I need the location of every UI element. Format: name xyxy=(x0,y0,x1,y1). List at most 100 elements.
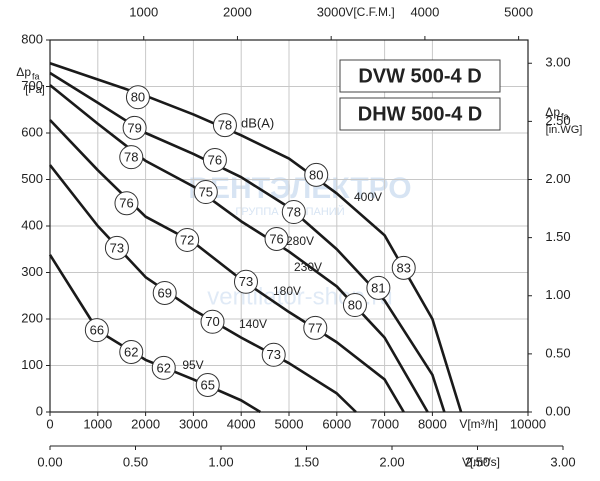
x3-tick-label: 0.00 xyxy=(37,454,62,469)
y-axis-label-unit: [in.WG] xyxy=(546,124,583,136)
x-tick-label: 8000 xyxy=(418,416,447,431)
sound-level-label: 78 xyxy=(218,118,232,133)
sound-level-marker xyxy=(281,200,306,225)
sound-level-marker xyxy=(261,342,286,367)
sound-level-label: 80 xyxy=(131,90,145,105)
x3-tick-label: 2.50 xyxy=(465,454,490,469)
sound-level-label: 69 xyxy=(157,285,171,300)
sound-level-marker xyxy=(391,255,416,280)
sound-level-label: 76 xyxy=(208,152,222,167)
y-tick-label: 200 xyxy=(21,310,43,325)
series-label: 400V xyxy=(354,190,382,204)
sound-level-label: 80 xyxy=(348,297,362,312)
x2-tick-label: 4000 xyxy=(410,4,439,19)
sound-level-label: 81 xyxy=(371,280,385,295)
sound-level-marker xyxy=(125,85,150,110)
sound-level-marker xyxy=(104,235,129,260)
y-tick-label: 100 xyxy=(21,357,43,372)
sound-level-label: 78 xyxy=(287,204,301,219)
series-label: 230V xyxy=(294,260,322,274)
sound-level-label: 75 xyxy=(199,184,213,199)
x-tick-label: 10000 xyxy=(510,416,546,431)
series-label: 95V xyxy=(182,358,203,372)
sound-level-label: 79 xyxy=(127,120,141,135)
x2-tick-label: 5000 xyxy=(504,4,533,19)
x-tick-label: 2000 xyxy=(131,416,160,431)
y-tick-label: 600 xyxy=(21,124,43,139)
model-box xyxy=(339,97,501,131)
x-tick-label: 7000 xyxy=(370,416,399,431)
x3-axis-label: V[m³/s] xyxy=(462,455,500,469)
sound-level-label: 78 xyxy=(124,150,138,165)
x-tick-label: 3000 xyxy=(179,416,208,431)
sound-level-label: 73 xyxy=(266,347,280,362)
x2-axis-label: V[C.F.M.] xyxy=(345,5,394,19)
sound-level-label: 72 xyxy=(180,232,194,247)
sound-level-marker xyxy=(264,227,289,252)
sound-level-marker xyxy=(202,147,227,172)
fan-curve xyxy=(49,71,446,413)
sound-level-marker xyxy=(195,373,220,398)
y-tick-label: 400 xyxy=(21,217,43,232)
series-label: 140V xyxy=(239,317,267,331)
sound-level-label: 80 xyxy=(309,167,323,182)
plot-frame xyxy=(49,39,529,413)
sound-level-marker xyxy=(212,113,237,138)
y2-tick-label: 3.00 xyxy=(545,55,570,70)
sound-level-label: 62 xyxy=(157,360,171,375)
y-axis-label-sub: fa xyxy=(561,111,569,121)
sound-level-label: 65 xyxy=(201,377,215,392)
x3-tick-label: 1.00 xyxy=(208,454,233,469)
model-box xyxy=(339,59,501,93)
sound-level-label: 83 xyxy=(396,260,410,275)
sound-level-marker xyxy=(114,191,139,216)
sound-level-marker xyxy=(303,315,328,340)
x-tick-label: 1000 xyxy=(83,416,112,431)
y2-tick-label: 2.50 xyxy=(545,113,570,128)
x2-tick-label: 2000 xyxy=(223,4,252,19)
y-axis-label: Δp xyxy=(545,105,560,119)
sound-level-marker xyxy=(152,280,177,305)
sound-level-marker xyxy=(200,309,225,334)
y-tick-label: 700 xyxy=(21,78,43,93)
y-axis-label: Δp xyxy=(16,65,31,79)
x2-tick-label: 3000 xyxy=(317,4,346,19)
sound-level-marker xyxy=(193,180,218,205)
y-tick-label: 800 xyxy=(21,31,43,46)
sound-level-marker xyxy=(366,275,391,300)
watermark-text: ВЕНТЭЛЕКТРО xyxy=(188,172,411,205)
model-name: DHW 500-4 D xyxy=(358,103,482,125)
y2-tick-label: 0.50 xyxy=(545,345,570,360)
model-name: DVW 500-4 D xyxy=(358,65,481,87)
y-tick-label: 0 xyxy=(36,403,43,418)
y2-tick-label: 1.50 xyxy=(545,229,570,244)
x3-tick-label: 0.50 xyxy=(123,454,148,469)
sound-level-marker xyxy=(304,162,329,187)
sound-level-label: 73 xyxy=(110,240,124,255)
x-tick-label: 0 xyxy=(46,416,53,431)
series-label: 180V xyxy=(273,284,301,298)
annotation: dB(A) xyxy=(241,115,274,130)
x2-tick-label: 1000 xyxy=(129,4,158,19)
x-tick-label: 5000 xyxy=(275,416,304,431)
x3-tick-label: 3.00 xyxy=(550,454,575,469)
y2-tick-label: 0.00 xyxy=(545,403,570,418)
sound-level-marker xyxy=(119,340,144,365)
y-axis-label-sub: fa xyxy=(32,71,40,81)
sound-level-marker xyxy=(151,355,176,380)
x-tick-label: 4000 xyxy=(227,416,256,431)
y2-tick-label: 2.00 xyxy=(545,171,570,186)
sound-level-label: 62 xyxy=(124,344,138,359)
fan-curve xyxy=(49,84,429,413)
sound-level-marker xyxy=(84,318,109,343)
y2-tick-label: 1.00 xyxy=(545,287,570,302)
sound-level-marker xyxy=(175,227,200,252)
sound-level-label: 76 xyxy=(119,196,133,211)
sound-level-label: 70 xyxy=(205,314,219,329)
y-axis-label-unit: [Pa] xyxy=(25,84,45,96)
sound-level-label: 77 xyxy=(308,320,322,335)
sound-level-label: 76 xyxy=(269,231,283,246)
x-axis-label: V[m³/h] xyxy=(459,417,498,431)
series-label: 280V xyxy=(286,234,314,248)
